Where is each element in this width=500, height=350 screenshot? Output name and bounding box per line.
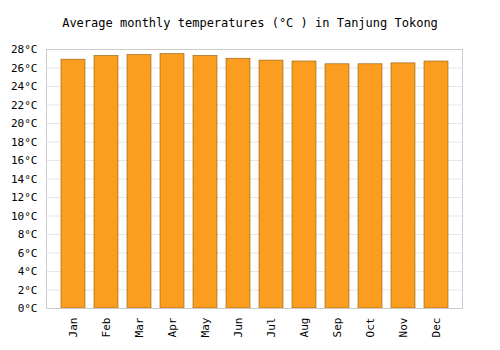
svg-text:Jun: Jun (232, 318, 245, 338)
html-text:Average monthly temperatures (: Average monthly temperatures (°C ) in Ta… (62, 16, 438, 30)
svg-text:14°C: 14°C (11, 173, 38, 186)
svg-text:22°C: 22°C (11, 99, 38, 112)
svg-text:May: May (199, 317, 212, 337)
svg-text:18°C: 18°C (11, 136, 38, 149)
svg-text:Dec: Dec (430, 318, 443, 338)
svg-text:Jul: Jul (265, 318, 278, 338)
svg-text:Sep: Sep (331, 318, 344, 338)
svg-text:Mar: Mar (133, 317, 146, 337)
svg-text:6°C: 6°C (18, 247, 38, 260)
svg-text:24°C: 24°C (11, 80, 38, 93)
svg-text:8°C: 8°C (18, 228, 38, 241)
svg-text:Nov: Nov (397, 317, 410, 337)
svg-text:26°C: 26°C (11, 62, 38, 75)
svg-text:Oct: Oct (364, 318, 377, 338)
svg-text:16°C: 16°C (11, 154, 38, 167)
svg-text:Apr: Apr (166, 317, 179, 337)
svg-text:28°C: 28°C (11, 43, 38, 56)
svg-text:2°C: 2°C (18, 284, 38, 297)
svg-text:20°C: 20°C (11, 117, 38, 130)
svg-text:12°C: 12°C (11, 191, 38, 204)
svg-text:Jan: Jan (67, 318, 80, 338)
svg-text:0°C: 0°C (18, 302, 38, 315)
svg-text:10°C: 10°C (11, 210, 38, 223)
svg-text:Aug: Aug (298, 318, 311, 338)
svg-text:Feb: Feb (100, 318, 113, 338)
svg-text:4°C: 4°C (18, 265, 38, 278)
